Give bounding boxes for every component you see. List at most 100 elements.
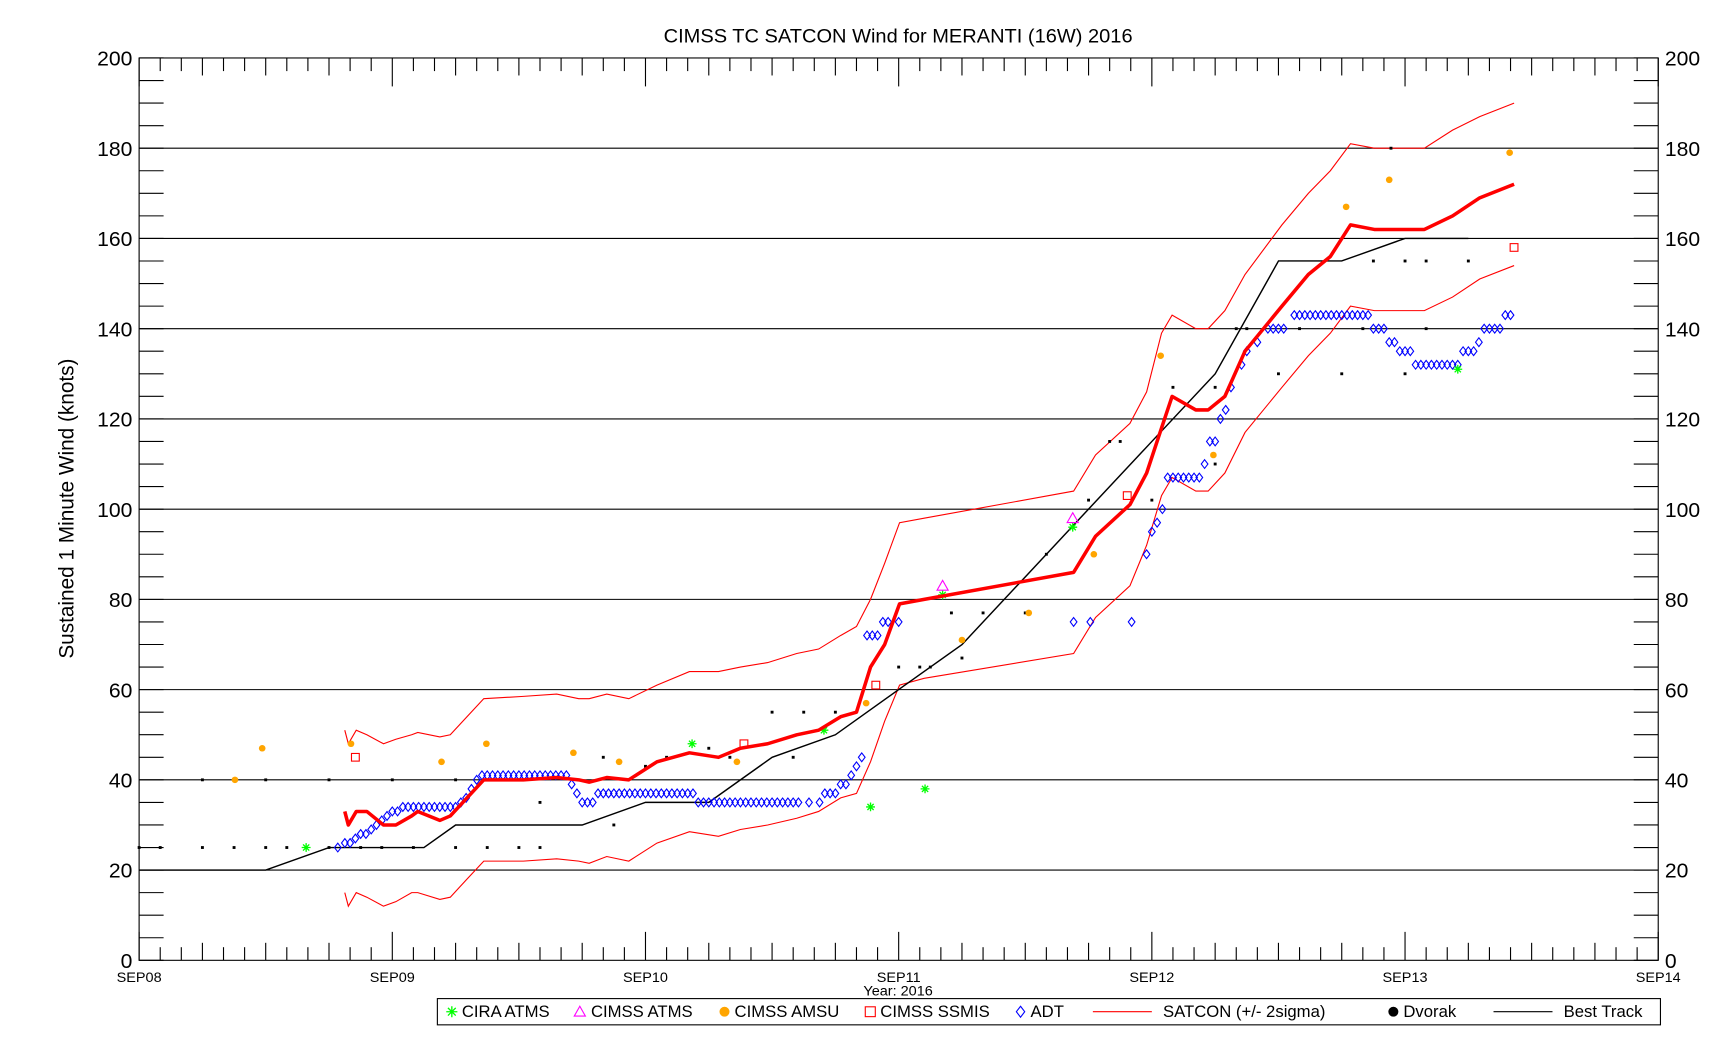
- dvorak-point: [327, 846, 331, 849]
- x-tick-label: SEP11: [877, 970, 921, 986]
- plot-frame: [138, 57, 1659, 961]
- adt-point: [841, 779, 850, 790]
- legend-cimss-amsu-icon: [719, 1006, 730, 1017]
- adt-point: [820, 788, 829, 799]
- dvorak-point: [327, 778, 331, 782]
- y-tick-label: 160: [97, 228, 132, 251]
- adt-point: [604, 788, 613, 799]
- adt-point: [1069, 616, 1078, 628]
- dvorak-point: [1361, 327, 1365, 331]
- legend-cira-atms-icon: [446, 1006, 458, 1018]
- adt-point: [1490, 323, 1499, 334]
- legend-marks: [446, 1005, 1553, 1019]
- adt-point: [1443, 359, 1452, 371]
- cimss-amsu-point: [1025, 609, 1033, 617]
- dvorak-point: [380, 846, 384, 849]
- dvorak-point: [949, 611, 953, 615]
- adt-point: [752, 797, 761, 808]
- legend-adt-icon: [1015, 1005, 1026, 1019]
- adt-point: [361, 828, 370, 840]
- adt-point: [789, 797, 798, 808]
- dvorak-point: [390, 778, 394, 782]
- dvorak-point: [791, 755, 795, 759]
- adt-point: [1321, 309, 1330, 321]
- y-tick-label: 80: [109, 589, 133, 612]
- adt-point: [704, 797, 713, 808]
- dvorak-point: [1150, 498, 1154, 502]
- adt-point: [593, 788, 603, 799]
- adt-point: [736, 797, 745, 808]
- adt-point: [731, 797, 740, 808]
- adt-point: [1342, 309, 1352, 321]
- cimss-amsu-point: [1506, 149, 1513, 156]
- dvorak-point: [665, 755, 669, 759]
- cira-atms-point: [301, 843, 311, 852]
- y-tick-label: 140: [1665, 318, 1700, 341]
- adt-point: [862, 630, 872, 641]
- adt-point: [884, 616, 893, 628]
- legend: CIRA ATMS CIMSS ATMS CIMSS AMSU CIMSS SS…: [436, 998, 1662, 1026]
- adt-point: [1316, 309, 1325, 321]
- adt-point: [778, 797, 787, 808]
- dvorak-point: [359, 846, 363, 849]
- adt-point: [1495, 323, 1505, 334]
- adt-point: [720, 797, 729, 808]
- cira-atms-point: [920, 784, 930, 794]
- adt-point: [419, 801, 428, 813]
- adt-point: [852, 761, 861, 772]
- adt-point: [351, 833, 360, 844]
- cira-atms-point: [866, 802, 875, 812]
- y-tick-label: 120: [97, 409, 132, 432]
- dvorak-point: [1245, 327, 1249, 331]
- dvorak-point: [1023, 611, 1027, 615]
- dvorak-point: [411, 846, 415, 849]
- adt-point: [1327, 309, 1336, 321]
- adt-point: [1274, 323, 1283, 334]
- dvorak-point: [928, 665, 932, 669]
- adt-point: [1147, 526, 1156, 537]
- legend-cimss-amsu: CIMSS AMSU: [735, 1002, 840, 1021]
- dvorak-point: [232, 846, 236, 849]
- adt-point: [404, 801, 413, 813]
- satcon-upper-2sigma-line: [344, 102, 1515, 746]
- adt-point: [1348, 309, 1357, 321]
- x-tick-labels: SEP08 SEP09 SEP10 SEP11 SEP12 SEP13 SEP14: [117, 970, 1681, 986]
- dvorak-point: [1234, 327, 1238, 331]
- dvorak-point: [485, 846, 489, 849]
- satcon-lower-2sigma-line: [344, 265, 1515, 908]
- dvorak-point: [802, 710, 806, 714]
- y-tick-label: 40: [109, 770, 133, 793]
- adt-point: [826, 788, 835, 799]
- adt-point: [1269, 323, 1278, 334]
- adt-point: [1179, 472, 1188, 483]
- legend-best-track: Best Track: [1564, 1002, 1644, 1021]
- adt-point: [794, 797, 803, 808]
- adt-point: [1464, 345, 1473, 357]
- adt-point: [1306, 309, 1315, 321]
- adt-point: [1395, 345, 1404, 357]
- chart-title: CIMSS TC SATCON Wind for MERANTI (16W) 2…: [664, 26, 1133, 48]
- dvorak-point: [1171, 385, 1175, 389]
- adt-point: [1086, 616, 1095, 628]
- legend-cimss-ssmis-icon: [864, 1006, 876, 1018]
- adt-point: [1295, 309, 1304, 321]
- dvorak-point: [644, 764, 647, 768]
- adt-point: [615, 788, 624, 799]
- dvorak-point: [1424, 327, 1428, 331]
- adt-point: [393, 806, 402, 817]
- adt-point: [1142, 548, 1151, 560]
- adt-point: [625, 788, 634, 799]
- adt-point: [1195, 472, 1204, 483]
- adt-point: [1290, 309, 1299, 321]
- adt-point: [831, 788, 840, 799]
- adt-point: [836, 779, 845, 790]
- adt-point: [699, 797, 708, 808]
- y-tick-label: 80: [1665, 589, 1689, 612]
- adt-point: [1337, 309, 1346, 321]
- y-tick-label: 20: [109, 860, 133, 883]
- adt-point: [1184, 472, 1193, 483]
- adt-point: [894, 616, 903, 628]
- adt-point: [757, 797, 766, 808]
- adt-point: [1364, 309, 1373, 321]
